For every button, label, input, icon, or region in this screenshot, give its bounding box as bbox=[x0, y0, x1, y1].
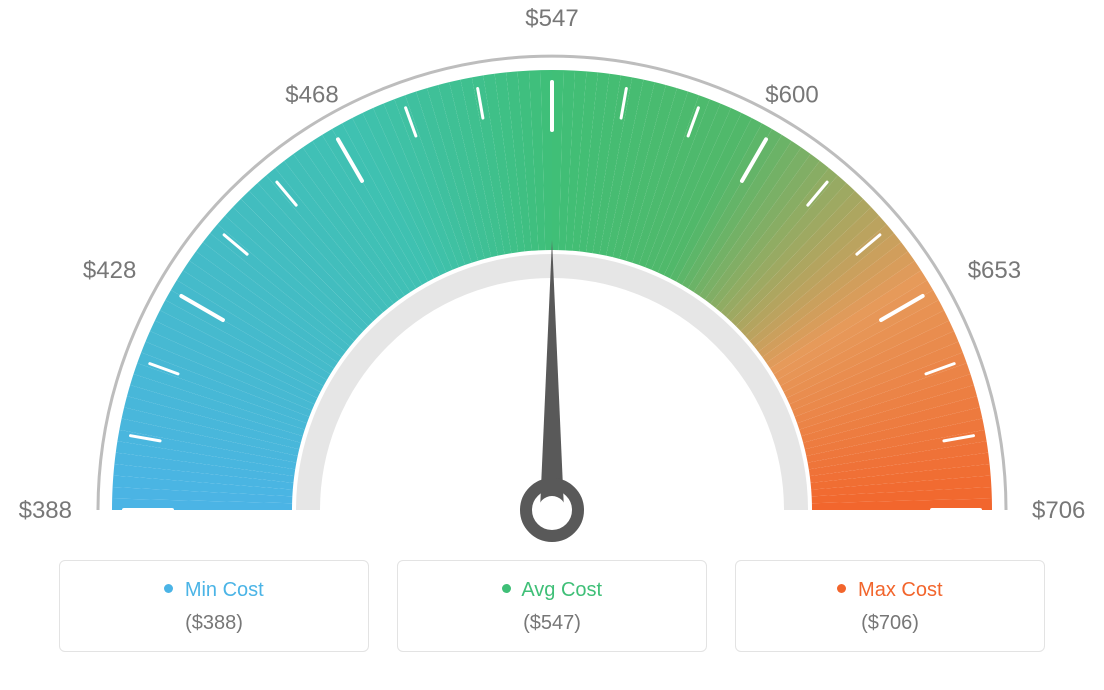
legend-value-max: ($706) bbox=[746, 612, 1034, 635]
legend-label-avg: Avg Cost bbox=[521, 579, 602, 601]
legend-title-max: Max Cost bbox=[746, 579, 1034, 602]
gauge-tick-label: $653 bbox=[968, 257, 1021, 284]
gauge-tick-label: $468 bbox=[285, 81, 338, 108]
legend-row: Min Cost ($388) Avg Cost ($547) Max Cost… bbox=[0, 560, 1104, 652]
gauge-svg: $388 $428 $468 $547 $600 $653 $706 bbox=[0, 0, 1104, 560]
legend-label-min: Min Cost bbox=[185, 579, 264, 601]
gauge-needle bbox=[540, 240, 564, 510]
legend-card-min: Min Cost ($388) bbox=[59, 560, 369, 652]
cost-gauge-widget: $388 $428 $468 $547 $600 $653 $706 Min Cost ($… bbox=[0, 0, 1104, 690]
legend-value-min: ($388) bbox=[70, 612, 358, 635]
dot-icon-avg bbox=[502, 584, 511, 593]
gauge-tick-label: $547 bbox=[525, 5, 578, 32]
gauge-chart: $388 $428 $468 $547 $600 $653 $706 bbox=[0, 0, 1104, 560]
legend-value-avg: ($547) bbox=[408, 612, 696, 635]
legend-title-min: Min Cost bbox=[70, 579, 358, 602]
dot-icon-max bbox=[837, 584, 846, 593]
gauge-tick-label: $600 bbox=[765, 81, 818, 108]
dot-icon-min bbox=[164, 584, 173, 593]
legend-label-max: Max Cost bbox=[858, 579, 942, 601]
gauge-tick-label: $706 bbox=[1032, 497, 1085, 524]
legend-card-avg: Avg Cost ($547) bbox=[397, 560, 707, 652]
gauge-tick-label: $388 bbox=[19, 497, 72, 524]
legend-card-max: Max Cost ($706) bbox=[735, 560, 1045, 652]
legend-title-avg: Avg Cost bbox=[408, 579, 696, 602]
gauge-tick-label: $428 bbox=[83, 257, 136, 284]
